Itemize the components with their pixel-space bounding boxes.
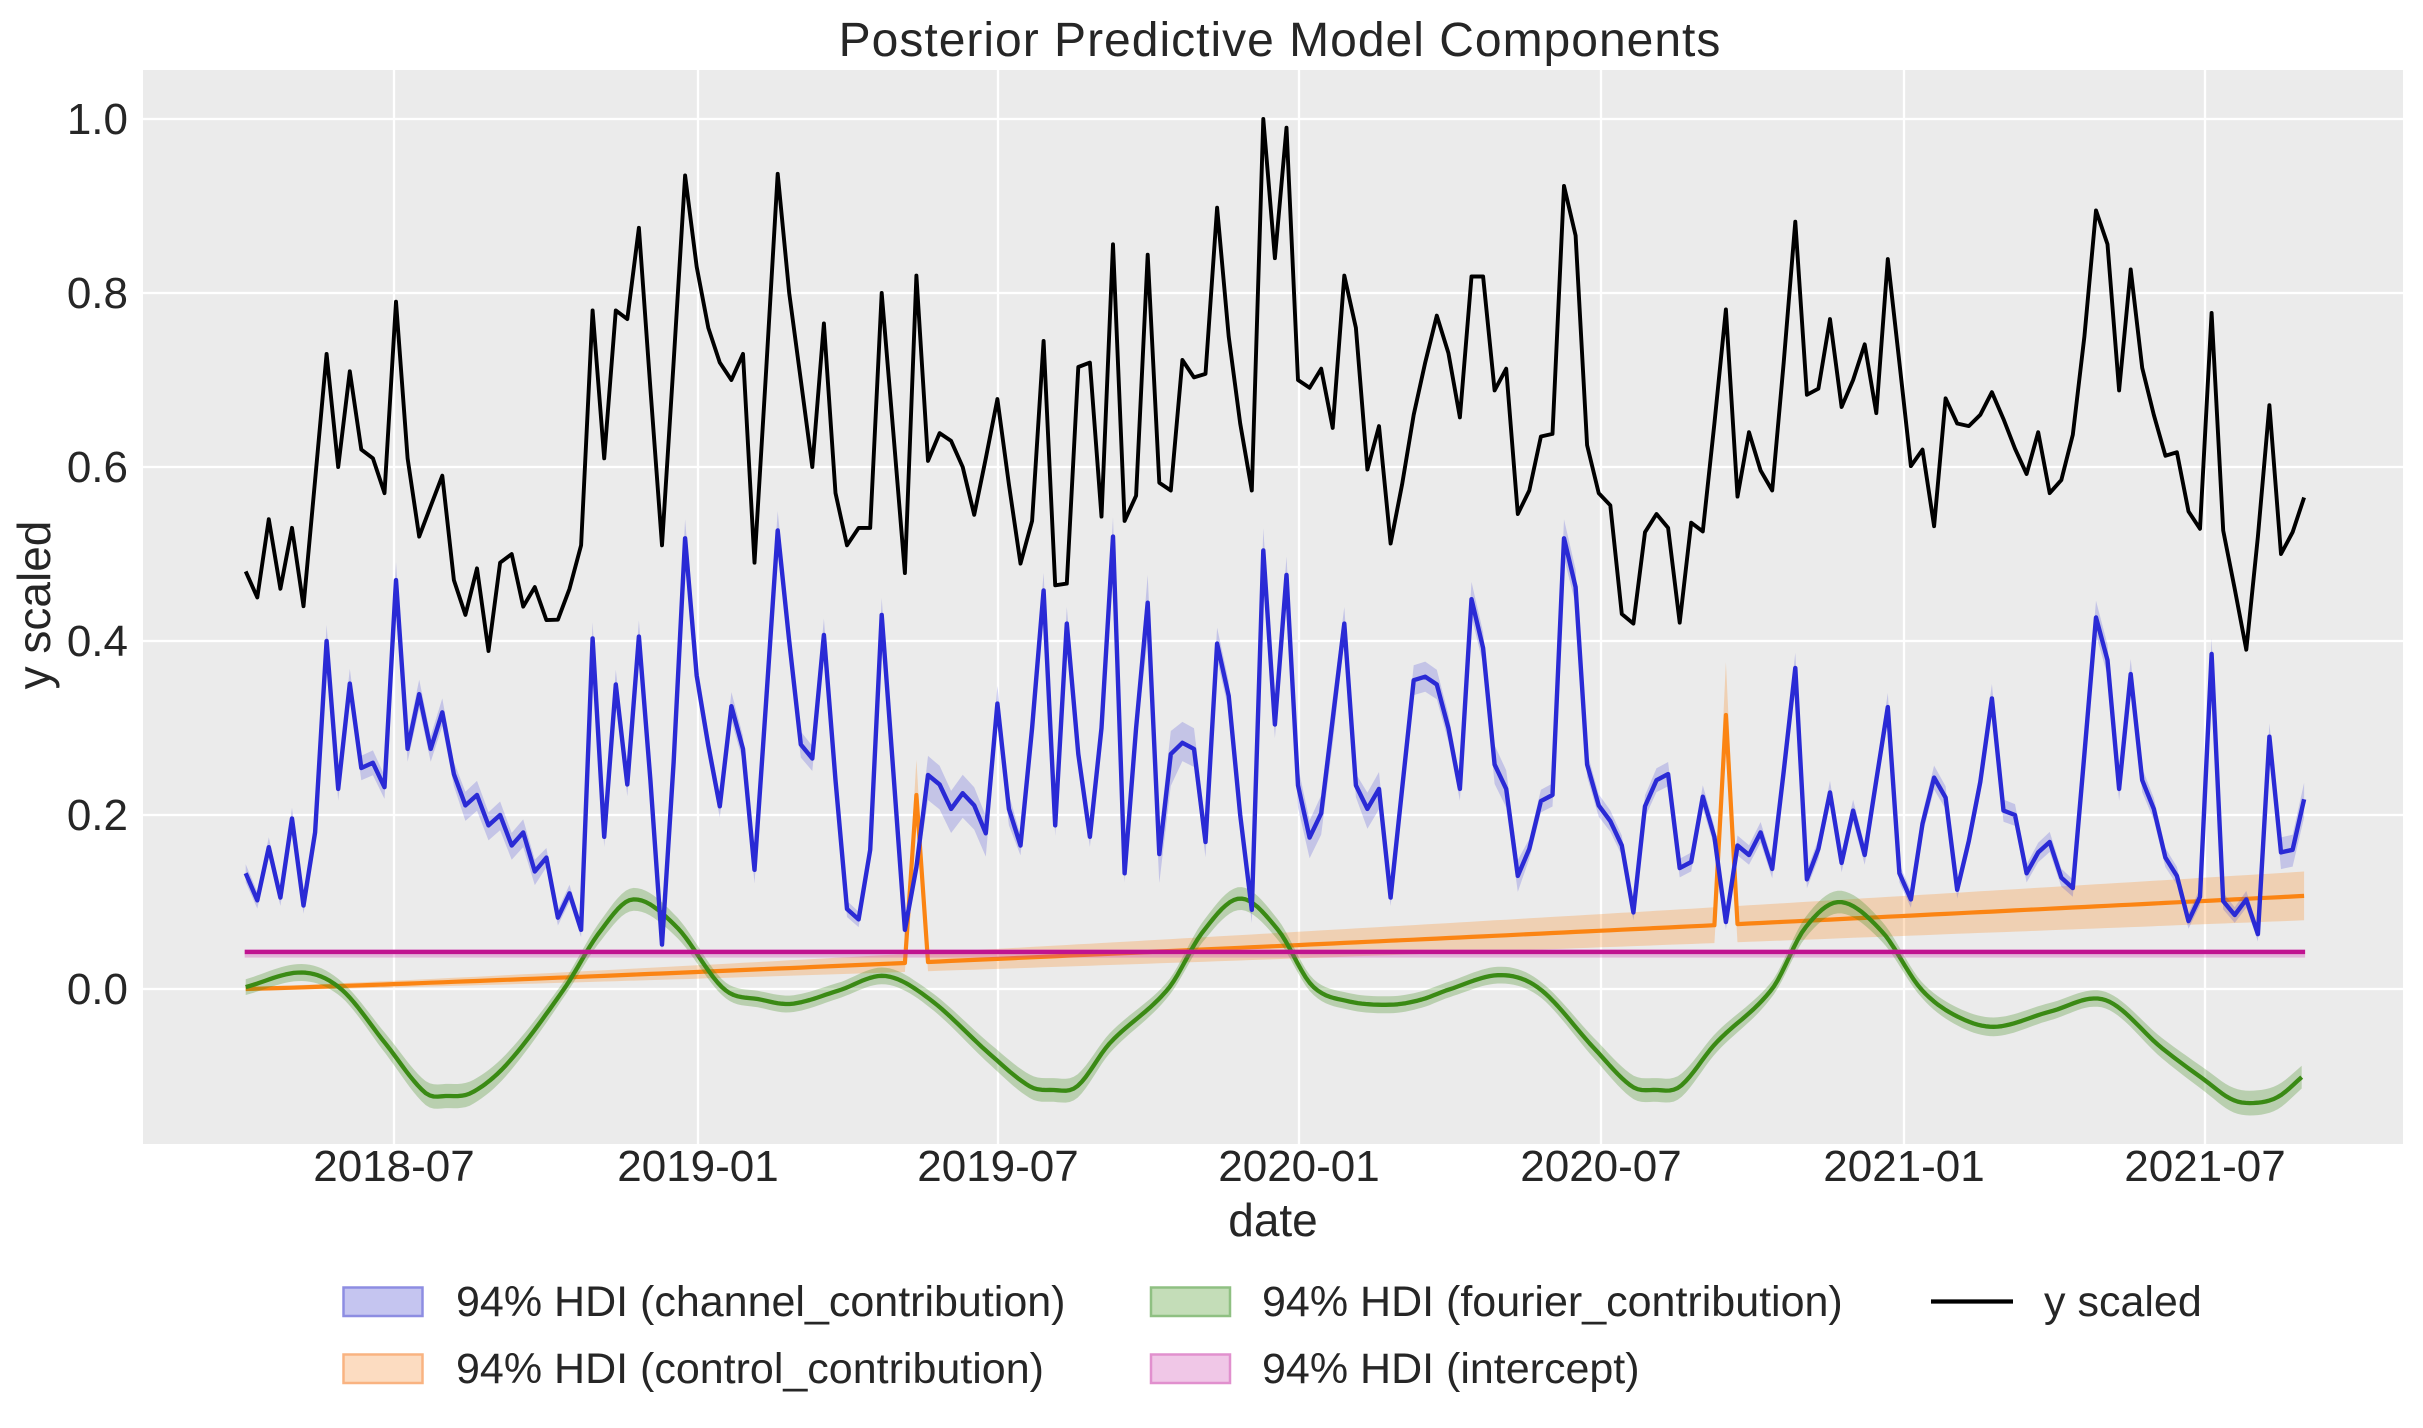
svg-text:0.8: 0.8	[67, 269, 128, 318]
svg-text:2020-01: 2020-01	[1218, 1142, 1379, 1191]
svg-text:2019-07: 2019-07	[917, 1142, 1078, 1191]
svg-text:94% HDI (channel_contribution): 94% HDI (channel_contribution)	[456, 1278, 1066, 1326]
svg-text:2020-07: 2020-07	[1520, 1142, 1681, 1191]
svg-text:y scaled: y scaled	[2044, 1278, 2202, 1326]
svg-text:0.6: 0.6	[67, 443, 128, 492]
svg-text:0.4: 0.4	[67, 617, 128, 666]
svg-text:94% HDI (intercept): 94% HDI (intercept)	[1262, 1345, 1640, 1393]
svg-text:94% HDI (control_contribution): 94% HDI (control_contribution)	[456, 1345, 1044, 1393]
svg-text:94% HDI (fourier_contribution): 94% HDI (fourier_contribution)	[1262, 1278, 1843, 1326]
svg-text:date: date	[1228, 1194, 1318, 1246]
svg-text:y scaled: y scaled	[8, 521, 60, 690]
svg-text:2019-01: 2019-01	[617, 1142, 778, 1191]
svg-text:0.0: 0.0	[67, 965, 128, 1014]
svg-text:2021-07: 2021-07	[2124, 1142, 2285, 1191]
svg-text:2018-07: 2018-07	[313, 1142, 474, 1191]
svg-text:0.2: 0.2	[67, 791, 128, 840]
svg-text:Posterior Predictive Model Com: Posterior Predictive Model Components	[839, 14, 1722, 67]
svg-text:2021-01: 2021-01	[1823, 1142, 1984, 1191]
svg-text:1.0: 1.0	[67, 95, 128, 144]
